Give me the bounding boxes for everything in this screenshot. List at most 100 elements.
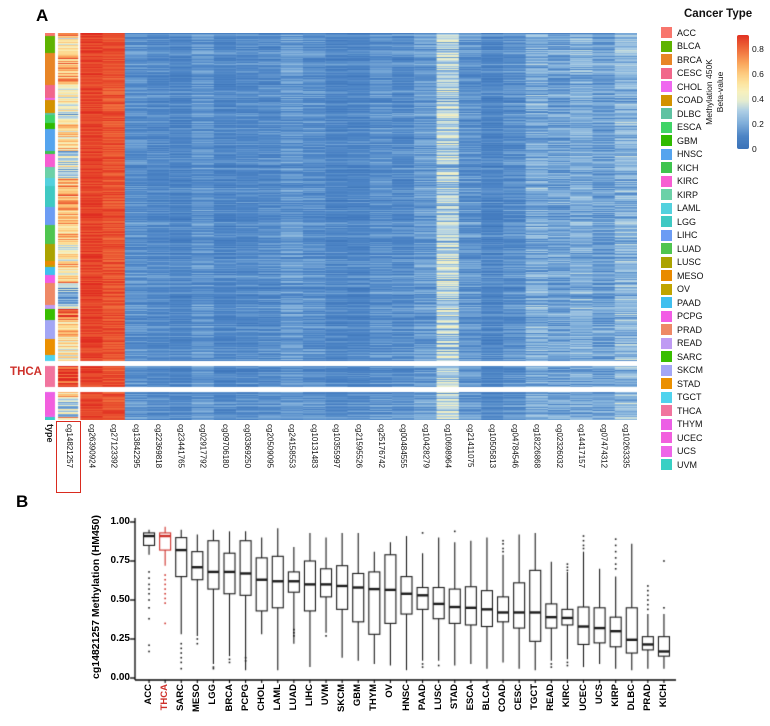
boxplot-xlabel-UCS: UCS	[593, 684, 605, 705]
legend-label-UCS: UCS	[677, 446, 697, 456]
probe-label-cg04784546: cg04784546	[510, 424, 520, 469]
boxplot-xlabel-GBM: GBM	[352, 684, 364, 707]
colorbar-label-line2: Beta-value	[715, 71, 725, 113]
legend-swatch-MESO	[661, 270, 672, 281]
boxplot-xlabel-LGG: LGG	[207, 684, 219, 705]
colorbar-label-line1: Methylation 450K	[704, 59, 714, 125]
legend-swatch-KIRC	[661, 175, 672, 187]
legend-swatch-KICH	[661, 162, 672, 173]
methylation-heatmap-canvas	[45, 33, 637, 420]
boxplot-xlabel-THCA: THCA	[159, 684, 171, 711]
probe-label-cg22369818: cg22369818	[154, 424, 164, 469]
probe-label-cg27123392: cg27123392	[109, 424, 119, 469]
legend-label-COAD: COAD	[677, 95, 704, 105]
panel-a-label: A	[36, 6, 49, 25]
probe-label-cg14417157: cg14417157	[577, 424, 587, 469]
boxplot-ytick-1.00: 1.00	[110, 516, 130, 527]
probe-label-cg07474312: cg07474312	[599, 424, 609, 469]
boxplot-xlabel-UVM: UVM	[320, 684, 332, 706]
legend-swatch-BRCA	[661, 54, 672, 65]
legend-swatch-TGCT	[661, 391, 672, 403]
probe-label-cg13842295: cg13842295	[131, 424, 141, 469]
legend-swatch-LAML	[661, 202, 672, 214]
probe-label-cg10263335: cg10263335	[621, 424, 631, 469]
legend-swatch-GBM	[661, 135, 672, 146]
legend-label-SKCM: SKCM	[677, 365, 704, 375]
legend-label-KIRP: KIRP	[677, 189, 699, 200]
legend-swatch-ACC	[661, 27, 672, 38]
probe-label-cg23441765: cg23441765	[176, 424, 186, 469]
legend-swatch-UVM	[661, 459, 672, 470]
boxplot-xlabel-ACC: ACC	[143, 684, 155, 705]
legend-swatch-LUSC	[661, 256, 672, 268]
legend-swatch-THCA	[661, 405, 672, 416]
boxplot-xlabel-CESC: CESC	[513, 684, 525, 711]
legend-swatch-READ	[661, 337, 672, 349]
legend-label-PCPG: PCPG	[677, 311, 703, 321]
boxplot-xlabel-PCPG: PCPG	[239, 684, 251, 711]
probe-label-cg24158553: cg24158553	[287, 424, 297, 469]
legend-label-PAAD: PAAD	[677, 297, 701, 308]
legend-label-KICH: KICH	[677, 162, 699, 173]
legend-label-BLCA: BLCA	[677, 41, 701, 51]
probe-label-cg26390924: cg26390924	[87, 424, 97, 469]
probe-label-cg20509095: cg20509095	[265, 424, 275, 469]
colorbar-tick-0.8: 0.8	[752, 43, 764, 54]
legend-swatch-PCPG	[661, 310, 672, 322]
boxplot-xlabel-LIHC: LIHC	[303, 684, 315, 707]
boxplot-xlabel-BLCA: BLCA	[480, 684, 492, 711]
boxplot-xlabel-HNSC: HNSC	[400, 684, 412, 711]
legend-swatch-KIRP	[661, 189, 672, 200]
legend-swatch-UCEC	[661, 432, 672, 443]
legend-label-LGG: LGG	[677, 216, 697, 227]
legend-label-LAML: LAML	[677, 203, 701, 213]
boxplot-xlabel-KIRC: KIRC	[561, 684, 573, 708]
legend-label-MESO: MESO	[677, 270, 704, 281]
legend-swatch-UCS	[661, 445, 672, 457]
probe-label-cg10131483: cg10131483	[309, 424, 319, 469]
boxplot-xlabel-MESO: MESO	[191, 684, 203, 712]
probe-label-cg02326032: cg02326032	[554, 424, 564, 469]
legend-label-GBM: GBM	[677, 135, 698, 146]
boxplot-ytick-0.25: 0.25	[110, 633, 130, 644]
legend-label-HNSC: HNSC	[677, 149, 703, 159]
boxplot-xlabel-TGCT: TGCT	[529, 684, 541, 710]
probe-label-cg21595526: cg21595526	[354, 424, 364, 469]
legend-swatch-DLBC	[661, 108, 672, 119]
legend-swatch-THYM	[661, 418, 672, 430]
boxplot-xlabel-PRAD: PRAD	[641, 684, 653, 711]
legend-swatch-LGG	[661, 216, 672, 227]
legend-label-UCEC: UCEC	[677, 432, 703, 443]
boxplot-xlabel-LAML: LAML	[271, 684, 283, 711]
probe-label-cg21411075: cg21411075	[465, 424, 475, 468]
probe-label-cg02917792: cg02917792	[198, 424, 208, 469]
probe-label-cg09706180: cg09706180	[220, 424, 230, 469]
legend-swatch-SKCM	[661, 364, 672, 376]
boxplot-canvas	[0, 486, 770, 726]
boxplot-xlabel-BRCA: BRCA	[223, 684, 235, 712]
legend-swatch-CHOL	[661, 81, 672, 92]
legend-label-BRCA: BRCA	[677, 54, 703, 65]
boxplot-xlabel-STAD: STAD	[448, 684, 460, 710]
legend-label-READ: READ	[677, 338, 703, 348]
legend-swatch-ESCA	[661, 121, 672, 133]
boxplot-xlabel-COAD: COAD	[497, 684, 509, 712]
colorbar-tick-0: 0	[752, 144, 757, 154]
legend-swatch-BLCA	[661, 40, 672, 52]
highlighted-probe-box	[56, 421, 81, 493]
legend-swatch-PRAD	[661, 324, 672, 335]
legend-label-SARC: SARC	[677, 351, 703, 362]
boxplot-ytick-0.50: 0.50	[110, 594, 130, 605]
boxplot-xlabel-PAAD: PAAD	[416, 684, 428, 711]
colorbar-label: Methylation 450K Beta-value	[704, 32, 728, 152]
boxplot-xlabel-READ: READ	[545, 684, 557, 711]
colorbar-gradient	[737, 35, 749, 149]
probe-label-cg18226868: cg18226868	[532, 424, 542, 469]
legend-label-CHOL: CHOL	[677, 81, 703, 92]
boxplot-xlabel-KICH: KICH	[657, 684, 669, 708]
legend-label-OV: OV	[677, 284, 691, 294]
legend-label-THYM: THYM	[677, 419, 703, 429]
legend-title: Cancer Type	[684, 8, 753, 20]
legend-swatch-SARC	[661, 351, 672, 362]
